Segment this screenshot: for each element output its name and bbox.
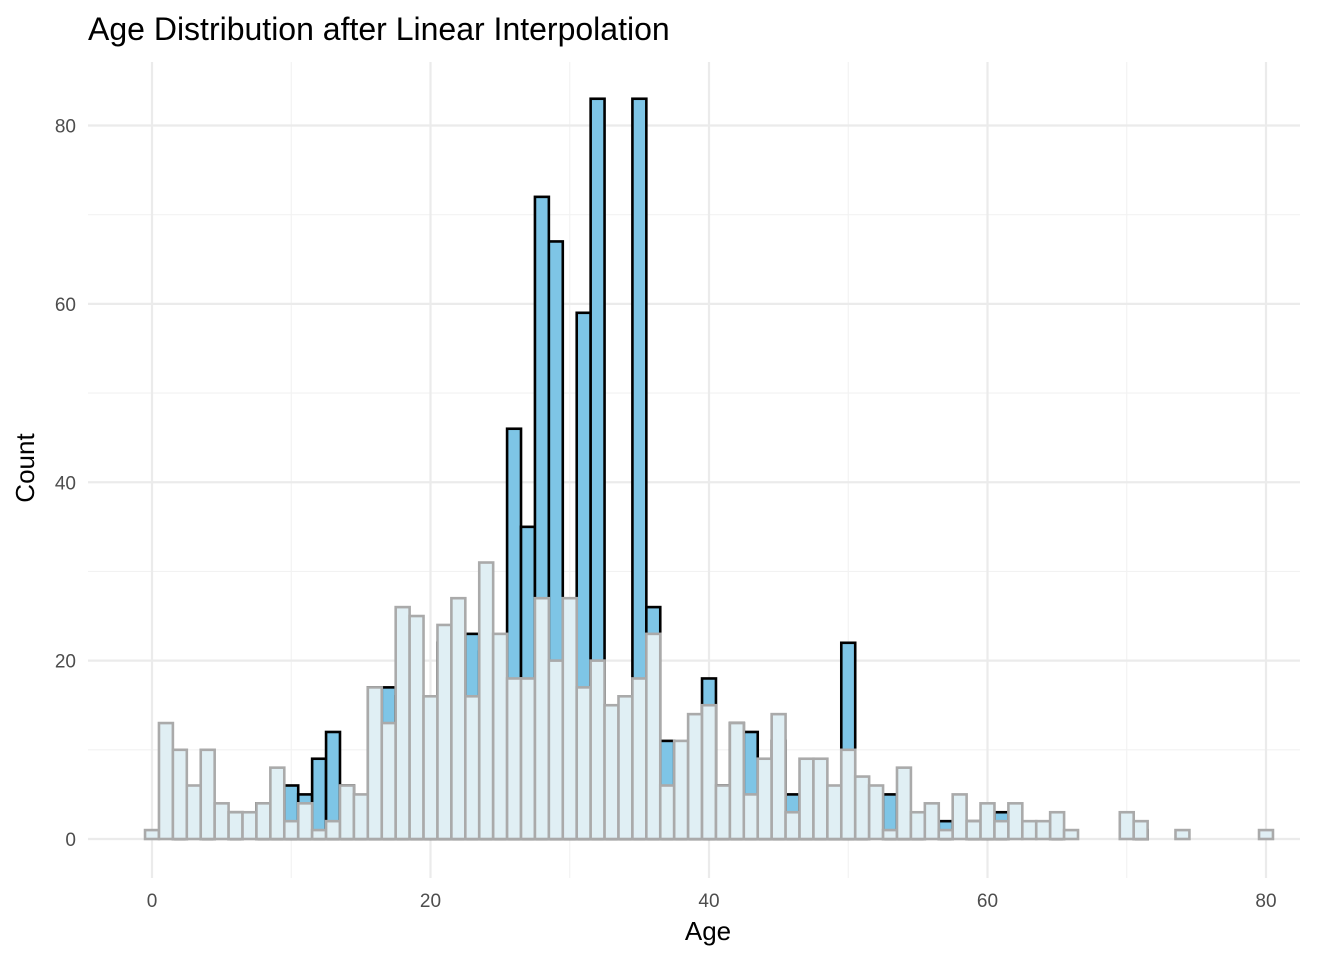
original-bar <box>491 632 509 841</box>
original-bar <box>324 819 342 841</box>
original-bar <box>770 712 787 841</box>
original-bar <box>951 793 968 841</box>
original-bar <box>1048 810 1066 841</box>
original-bar <box>519 677 537 841</box>
original-bar <box>143 828 161 841</box>
original-bar <box>296 802 314 841</box>
x-tick-label: 0 <box>147 891 158 912</box>
original-bar <box>1132 819 1149 841</box>
original-bar <box>645 632 662 841</box>
original-bar <box>394 605 411 841</box>
original-bar <box>380 721 397 841</box>
original-bar <box>728 721 746 841</box>
original-bar <box>436 623 453 841</box>
original-bar <box>909 810 927 841</box>
y-tick-label: 0 <box>65 830 76 851</box>
original-bar <box>714 784 732 841</box>
original-bar <box>1021 819 1038 841</box>
original-bar <box>617 694 634 841</box>
original-bar <box>993 819 1010 841</box>
original-bar <box>631 677 648 841</box>
x-tick-label: 60 <box>977 891 998 912</box>
original-bar <box>672 739 690 841</box>
original-bar <box>366 686 384 841</box>
x-tick-label: 20 <box>420 891 441 912</box>
original-bar <box>505 677 523 841</box>
original-bar <box>756 757 773 841</box>
original-bar <box>450 596 467 841</box>
original-bar <box>1034 819 1052 841</box>
interpolated-bar <box>310 757 328 841</box>
original-bar <box>686 712 704 841</box>
original-bar <box>282 819 300 841</box>
original-bar <box>589 659 606 841</box>
original-bar <box>255 802 272 841</box>
original-bar <box>853 775 871 841</box>
original-bar <box>937 828 954 841</box>
original-bar <box>171 748 189 841</box>
original-bar <box>533 596 551 841</box>
original-bar <box>199 748 216 841</box>
original-bar <box>213 802 230 841</box>
original-bar <box>700 703 718 841</box>
y-tick-label: 20 <box>55 652 76 673</box>
original-bar <box>1062 828 1080 841</box>
chart-title: Age Distribution after Linear Interpolat… <box>88 11 670 47</box>
original-bar <box>1118 810 1136 841</box>
original-bar <box>965 819 982 841</box>
original-bar <box>477 561 495 841</box>
y-axis-ticks: 0 20 40 60 80 <box>55 117 76 852</box>
original-bar <box>227 810 244 841</box>
y-tick-label: 60 <box>55 295 76 316</box>
original-bar <box>784 810 801 841</box>
original-bar <box>1174 828 1191 841</box>
original-bar <box>658 784 676 841</box>
original-bar <box>798 757 815 841</box>
original-bar <box>352 793 370 841</box>
original-bar <box>338 784 356 841</box>
original-bar <box>241 810 258 841</box>
y-axis-label: Count <box>10 433 40 503</box>
original-bar <box>839 748 857 841</box>
original-bar <box>826 784 843 841</box>
original-bar <box>1257 828 1275 841</box>
original-bar <box>742 793 760 841</box>
x-tick-label: 40 <box>698 891 719 912</box>
original-bars <box>143 561 1275 841</box>
original-bar <box>812 757 829 841</box>
original-bar <box>895 766 913 841</box>
y-tick-label: 40 <box>55 473 76 494</box>
original-bar <box>867 784 885 841</box>
original-bar <box>575 686 592 841</box>
original-bar <box>408 614 425 841</box>
original-bar <box>979 802 996 841</box>
original-bar <box>547 659 565 841</box>
original-bar <box>310 828 328 841</box>
x-axis-label: Age <box>685 916 731 946</box>
x-axis-ticks: 0 20 40 60 80 <box>147 891 1277 912</box>
y-tick-label: 80 <box>55 117 76 138</box>
original-bar <box>561 596 579 841</box>
original-bar <box>185 784 203 841</box>
original-bar <box>422 694 439 841</box>
original-bar <box>923 802 941 841</box>
x-tick-label: 80 <box>1255 891 1276 912</box>
original-bar <box>464 694 481 841</box>
original-bar <box>1007 802 1024 841</box>
original-bar <box>881 828 899 841</box>
original-bar <box>157 721 175 841</box>
original-bar <box>269 766 286 841</box>
original-bar <box>603 703 620 841</box>
